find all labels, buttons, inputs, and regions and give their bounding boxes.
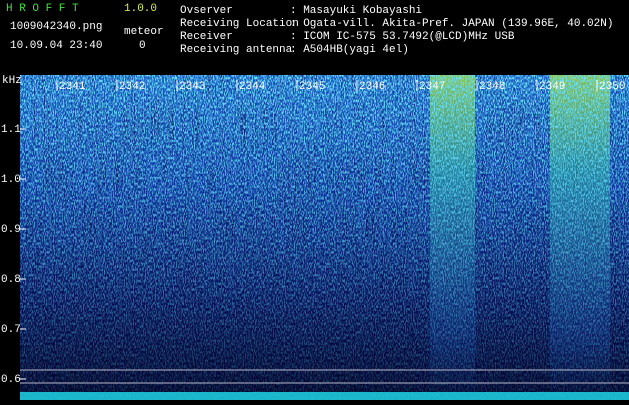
time-label: 2348: [479, 81, 505, 93]
version: 1.0.0: [124, 3, 157, 15]
time-label: 2343: [179, 81, 205, 93]
info-value: : Ogata-vill. Akita-Pref. JAPAN (139.96E…: [290, 18, 613, 30]
info-label: Ovserver: [180, 5, 233, 17]
time-label: 2347: [419, 81, 445, 93]
meteor-count: 0: [139, 40, 146, 52]
meteor-label: meteor: [124, 26, 164, 38]
y-tick-label: 1.0: [1, 174, 21, 186]
info-label: Receiving antenna: [180, 44, 293, 56]
time-label: 2349: [539, 81, 565, 93]
info-value: : Masayuki Kobayashi: [290, 5, 422, 17]
y-unit: kHz: [2, 75, 22, 87]
noise-floor: [20, 392, 629, 400]
app-name: H R O F F T: [6, 3, 79, 15]
timestamp: 10.09.04 23:40: [10, 40, 102, 52]
time-label: 2346: [359, 81, 385, 93]
y-tick-label: 0.6: [1, 374, 21, 386]
y-tick-label: 1.1: [1, 124, 21, 136]
time-label: 2344: [239, 81, 266, 93]
time-label: 2350: [599, 81, 625, 93]
info-value: : ICOM IC-575 53.7492(@LCD)MHz USB: [290, 31, 515, 43]
file-name: 1009042340.png: [10, 21, 102, 33]
y-tick-label: 0.9: [1, 224, 21, 236]
noise-speckles: [20, 75, 629, 400]
time-label: 2345: [299, 81, 325, 93]
info-value: : A504HB(yagi 4el): [290, 44, 409, 56]
y-tick-label: 0.7: [1, 324, 21, 336]
time-label: 2341: [59, 81, 86, 93]
info-label: Receiver: [180, 31, 233, 43]
time-label: 2342: [119, 81, 145, 93]
y-tick-label: 0.8: [1, 274, 21, 286]
info-label: Receiving Location: [180, 18, 299, 30]
